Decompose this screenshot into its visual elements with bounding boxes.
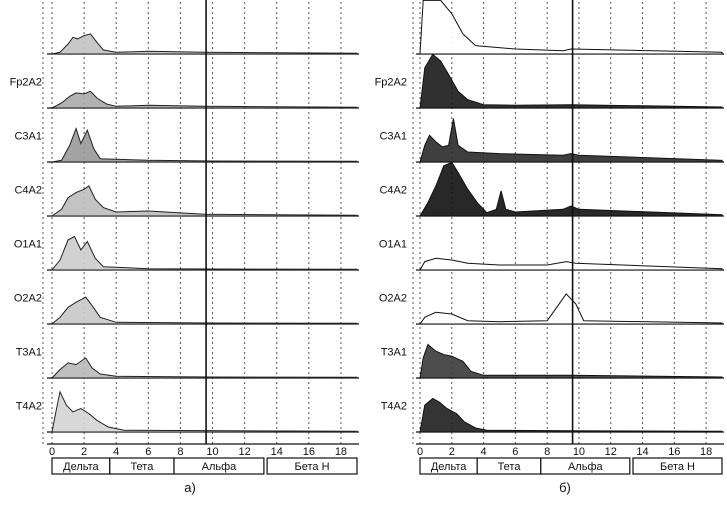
series-label: O2A2 xyxy=(379,292,407,304)
series-area xyxy=(419,0,723,55)
x-tick-label: 10 xyxy=(573,446,585,458)
x-tick-label: 18 xyxy=(700,446,712,458)
series-area xyxy=(419,118,723,163)
series-label: T3A1 xyxy=(381,346,407,358)
band-label: Бета Н xyxy=(660,461,695,473)
x-tick-label: 4 xyxy=(481,446,487,458)
band-box xyxy=(173,457,265,475)
x-tick-label: 8 xyxy=(544,446,550,458)
band-label: Дельта xyxy=(63,461,99,473)
series-area xyxy=(51,33,358,55)
series-label: O1A1 xyxy=(379,238,407,250)
series-label: C3A1 xyxy=(14,130,42,142)
series-area xyxy=(51,90,358,109)
band-box xyxy=(540,457,631,475)
series-label: T4A2 xyxy=(16,400,42,412)
series-area xyxy=(50,296,358,325)
x-tick-label: 6 xyxy=(512,446,518,458)
band-label: Альфа xyxy=(568,461,604,473)
series-area xyxy=(419,343,723,379)
band-label: Тета xyxy=(130,461,154,473)
x-tick-label: 8 xyxy=(177,446,183,458)
series-area xyxy=(51,126,358,163)
panel-caption: б) xyxy=(559,480,571,495)
series-label: T3A1 xyxy=(16,346,42,358)
x-tick-label: 12 xyxy=(239,446,251,458)
band-label: Бета Н xyxy=(295,461,330,473)
series-label: Fp2A2 xyxy=(375,76,407,88)
x-tick-label: 16 xyxy=(303,446,315,458)
series-label: T4A2 xyxy=(381,400,407,412)
series-label: O2A2 xyxy=(14,292,42,304)
band-label: Тета xyxy=(498,461,522,473)
panel-a: Fp2A2 C3A1 C4A2 O1A1 O2A2 T3A1 T4A2 0 2 4 6 8 10 12 14… xyxy=(10,0,359,495)
series-label: C3A1 xyxy=(379,130,407,142)
series-label: C4A2 xyxy=(14,184,42,196)
x-tick-label: 6 xyxy=(145,446,151,458)
series-label: O1A1 xyxy=(14,238,42,250)
band-label: Альфа xyxy=(202,461,238,473)
x-tick-label: 14 xyxy=(271,446,283,458)
x-tick-label: 14 xyxy=(636,446,648,458)
series-area xyxy=(419,161,723,217)
x-tick-label: 18 xyxy=(335,446,347,458)
panel-b: Fp2A2 C3A1 C4A2 O1A1 O2A2 T3A1 T4A2 0 2 4 6 8 10 12 14… xyxy=(375,0,724,495)
panel-caption: а) xyxy=(184,480,196,495)
series-area xyxy=(50,185,358,217)
x-tick-label: 2 xyxy=(81,446,87,458)
series-area xyxy=(50,357,358,379)
x-tick-label: 0 xyxy=(49,446,55,458)
band-box xyxy=(266,457,358,475)
series-label: Fp2A2 xyxy=(10,76,42,88)
x-tick-label: 12 xyxy=(605,446,617,458)
series-area xyxy=(419,397,723,433)
band-label: Дельта xyxy=(431,461,467,473)
x-tick-label: 16 xyxy=(668,446,680,458)
series-area xyxy=(419,53,723,109)
x-tick-label: 4 xyxy=(113,446,119,458)
series-area xyxy=(50,235,358,271)
series-area xyxy=(419,257,723,271)
x-tick-label: 2 xyxy=(449,446,455,458)
x-tick-label: 0 xyxy=(417,446,423,458)
x-tick-label: 10 xyxy=(206,446,218,458)
series-label: C4A2 xyxy=(379,184,407,196)
series-area xyxy=(419,293,723,325)
series-area xyxy=(51,390,358,433)
band-box xyxy=(632,457,723,475)
